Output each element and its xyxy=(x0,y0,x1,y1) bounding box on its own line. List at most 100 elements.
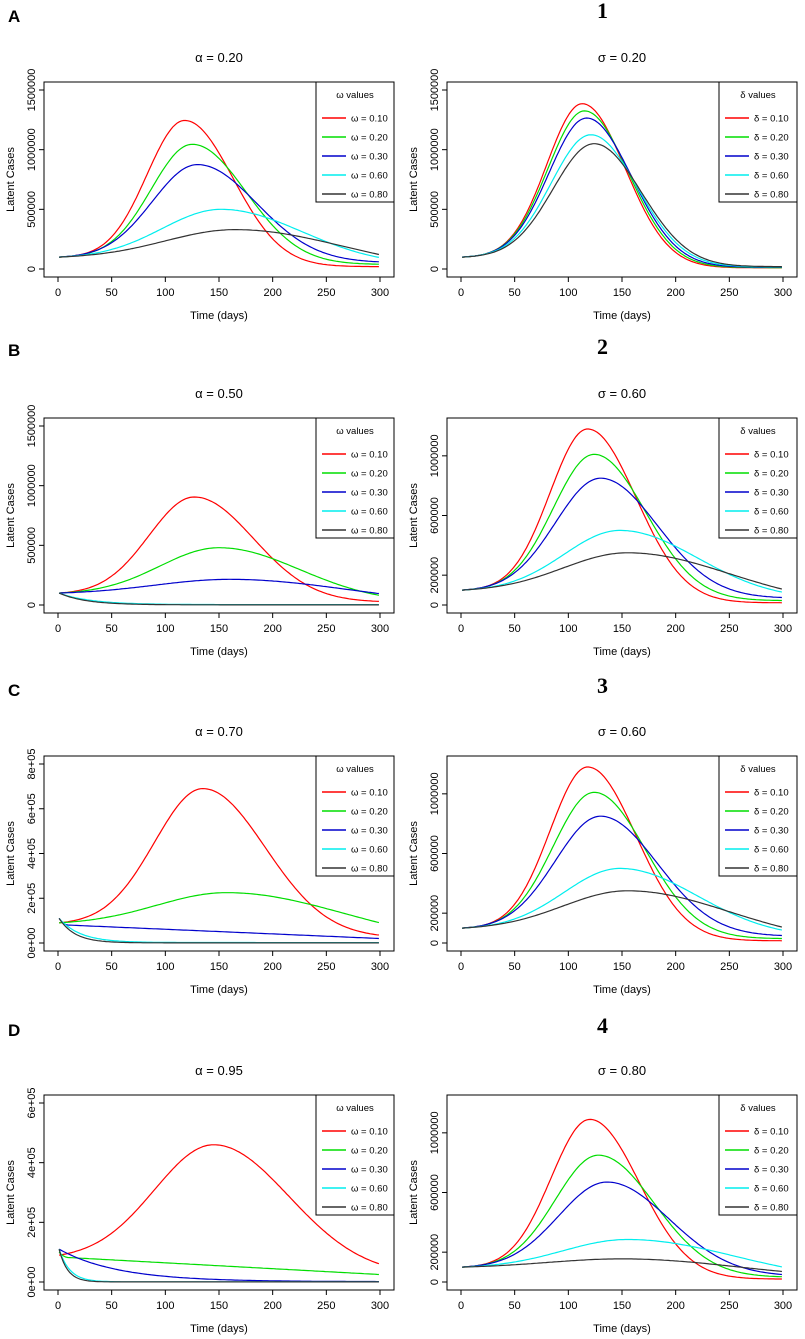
series-line-2 xyxy=(462,453,782,602)
x-tick-label: 200 xyxy=(263,961,281,973)
legend-entry: δ = 0.20 xyxy=(754,469,789,480)
legend-title: δ values xyxy=(740,426,776,437)
legend-entry: ω = 0.80 xyxy=(351,864,388,875)
legend-entry: ω = 0.20 xyxy=(351,807,388,818)
x-tick-label: 0 xyxy=(55,1300,61,1312)
y-tick-label: 0e+00 xyxy=(26,928,38,959)
x-axis-label: Time (days) xyxy=(593,646,651,658)
legend-entry: δ = 0.20 xyxy=(754,133,789,144)
legend-title: ω values xyxy=(336,764,374,775)
x-tick-label: 100 xyxy=(156,961,174,973)
x-tick-label: 200 xyxy=(263,1300,281,1312)
x-tick-label: 0 xyxy=(55,287,61,299)
legend: ω values ω = 0.10 ω = 0.20 ω = 0.30 ω = 0.60… xyxy=(315,81,395,203)
x-axis-label: Time (days) xyxy=(190,984,248,996)
x-tick-label: 150 xyxy=(613,961,631,973)
x-tick-label: 150 xyxy=(210,1300,228,1312)
series-line-5 xyxy=(58,918,379,944)
x-tick-label: 200 xyxy=(666,961,684,973)
series-line-5 xyxy=(462,890,783,929)
x-tick-label: 150 xyxy=(210,287,228,299)
y-tick-label: 6e+05 xyxy=(26,1088,38,1119)
series-line-3 xyxy=(462,815,782,937)
x-tick-label: 0 xyxy=(55,623,61,635)
row-letter-d: D xyxy=(8,1021,20,1040)
y-tick-label: 4e+05 xyxy=(26,838,38,869)
legend-entry: δ = 0.30 xyxy=(754,1165,789,1176)
legend-entry: δ = 0.10 xyxy=(754,114,789,125)
series-line-4 xyxy=(462,134,782,268)
legend-entry: δ = 0.60 xyxy=(754,507,789,518)
y-tick-label: 200000 xyxy=(429,1234,441,1271)
series-line-5 xyxy=(462,143,782,268)
series-line-5 xyxy=(59,229,380,258)
legend-entry: ω = 0.30 xyxy=(351,826,388,837)
y-axis-label: Latent Cases xyxy=(408,1160,420,1225)
x-tick-label: 150 xyxy=(613,1300,631,1312)
x-axis-label: Time (days) xyxy=(190,646,248,658)
legend-title: δ values xyxy=(740,764,776,775)
series-line-1 xyxy=(462,428,782,604)
x-tick-label: 250 xyxy=(317,287,335,299)
x-tick-label: 300 xyxy=(774,1300,792,1312)
series-line-1 xyxy=(58,1144,380,1265)
legend-entry: δ = 0.60 xyxy=(754,1184,789,1195)
y-tick-label: 600000 xyxy=(429,835,441,872)
chart-panel-5: α = 0.70 0 50 100 150 200 250 300 Time (days) 0e+… xyxy=(5,724,395,996)
x-tick-label: 250 xyxy=(317,1300,335,1312)
x-tick-label: 150 xyxy=(613,623,631,635)
legend-entry: δ = 0.20 xyxy=(754,807,789,818)
legend-entry: δ = 0.80 xyxy=(754,526,789,537)
chart-title: σ = 0.80 xyxy=(598,1063,646,1078)
chart-panel-6: σ = 0.60 0 50 100 150 200 250 300 Time (days) 0 20… xyxy=(408,724,798,996)
legend-entry: ω = 0.30 xyxy=(351,152,388,163)
y-tick-label: 200000 xyxy=(429,557,441,594)
y-axis-label: Latent Cases xyxy=(5,147,17,212)
legend-entry: δ = 0.60 xyxy=(754,171,789,182)
legend: δ values δ = 0.10 δ = 0.20 δ = 0.30 δ = 0.60… xyxy=(718,755,798,877)
legend-box xyxy=(315,81,395,203)
row-letter-a: A xyxy=(8,7,20,26)
row-number-2: 2 xyxy=(597,334,608,359)
x-tick-label: 200 xyxy=(666,623,684,635)
legend-entry: δ = 0.10 xyxy=(754,450,789,461)
x-axis-label: Time (days) xyxy=(593,1323,651,1335)
y-tick-label: 0 xyxy=(26,266,38,272)
x-tick-label: 150 xyxy=(210,623,228,635)
legend-entry: ω = 0.10 xyxy=(351,1127,388,1138)
x-tick-label: 250 xyxy=(317,623,335,635)
x-tick-label: 250 xyxy=(720,1300,738,1312)
y-tick-label: 600000 xyxy=(429,1174,441,1211)
x-tick-label: 100 xyxy=(156,287,174,299)
series-line-2 xyxy=(59,547,380,596)
y-tick-label: 1000000 xyxy=(429,434,441,477)
x-tick-label: 50 xyxy=(106,961,118,973)
legend-box xyxy=(718,417,798,539)
legend-entry: ω = 0.20 xyxy=(351,1146,388,1157)
legend-box xyxy=(718,755,798,877)
y-tick-label: 500000 xyxy=(429,191,441,228)
series-line-5 xyxy=(58,1249,379,1283)
legend-entry: ω = 0.60 xyxy=(351,171,388,182)
series-line-4 xyxy=(462,867,783,931)
y-tick-label: 1500000 xyxy=(26,69,38,112)
y-tick-label: 0 xyxy=(429,266,441,272)
legend-entry: ω = 0.80 xyxy=(351,526,388,537)
x-tick-label: 250 xyxy=(720,287,738,299)
x-tick-label: 0 xyxy=(458,623,464,635)
series-line-5 xyxy=(462,1258,782,1273)
row-letter-c: C xyxy=(8,681,20,700)
x-tick-label: 50 xyxy=(509,623,521,635)
series-line-3 xyxy=(462,117,782,268)
legend-entry: δ = 0.10 xyxy=(754,1127,789,1138)
y-tick-label: 1000000 xyxy=(26,128,38,171)
y-tick-label: 8e+05 xyxy=(26,749,38,780)
y-tick-label: 2e+05 xyxy=(26,883,38,914)
y-axis-label: Latent Cases xyxy=(408,821,420,886)
x-axis-label: Time (days) xyxy=(593,984,651,996)
series-line-2 xyxy=(462,791,782,940)
chart-title: σ = 0.20 xyxy=(598,50,646,65)
x-tick-label: 200 xyxy=(666,287,684,299)
y-tick-label: 500000 xyxy=(26,527,38,564)
